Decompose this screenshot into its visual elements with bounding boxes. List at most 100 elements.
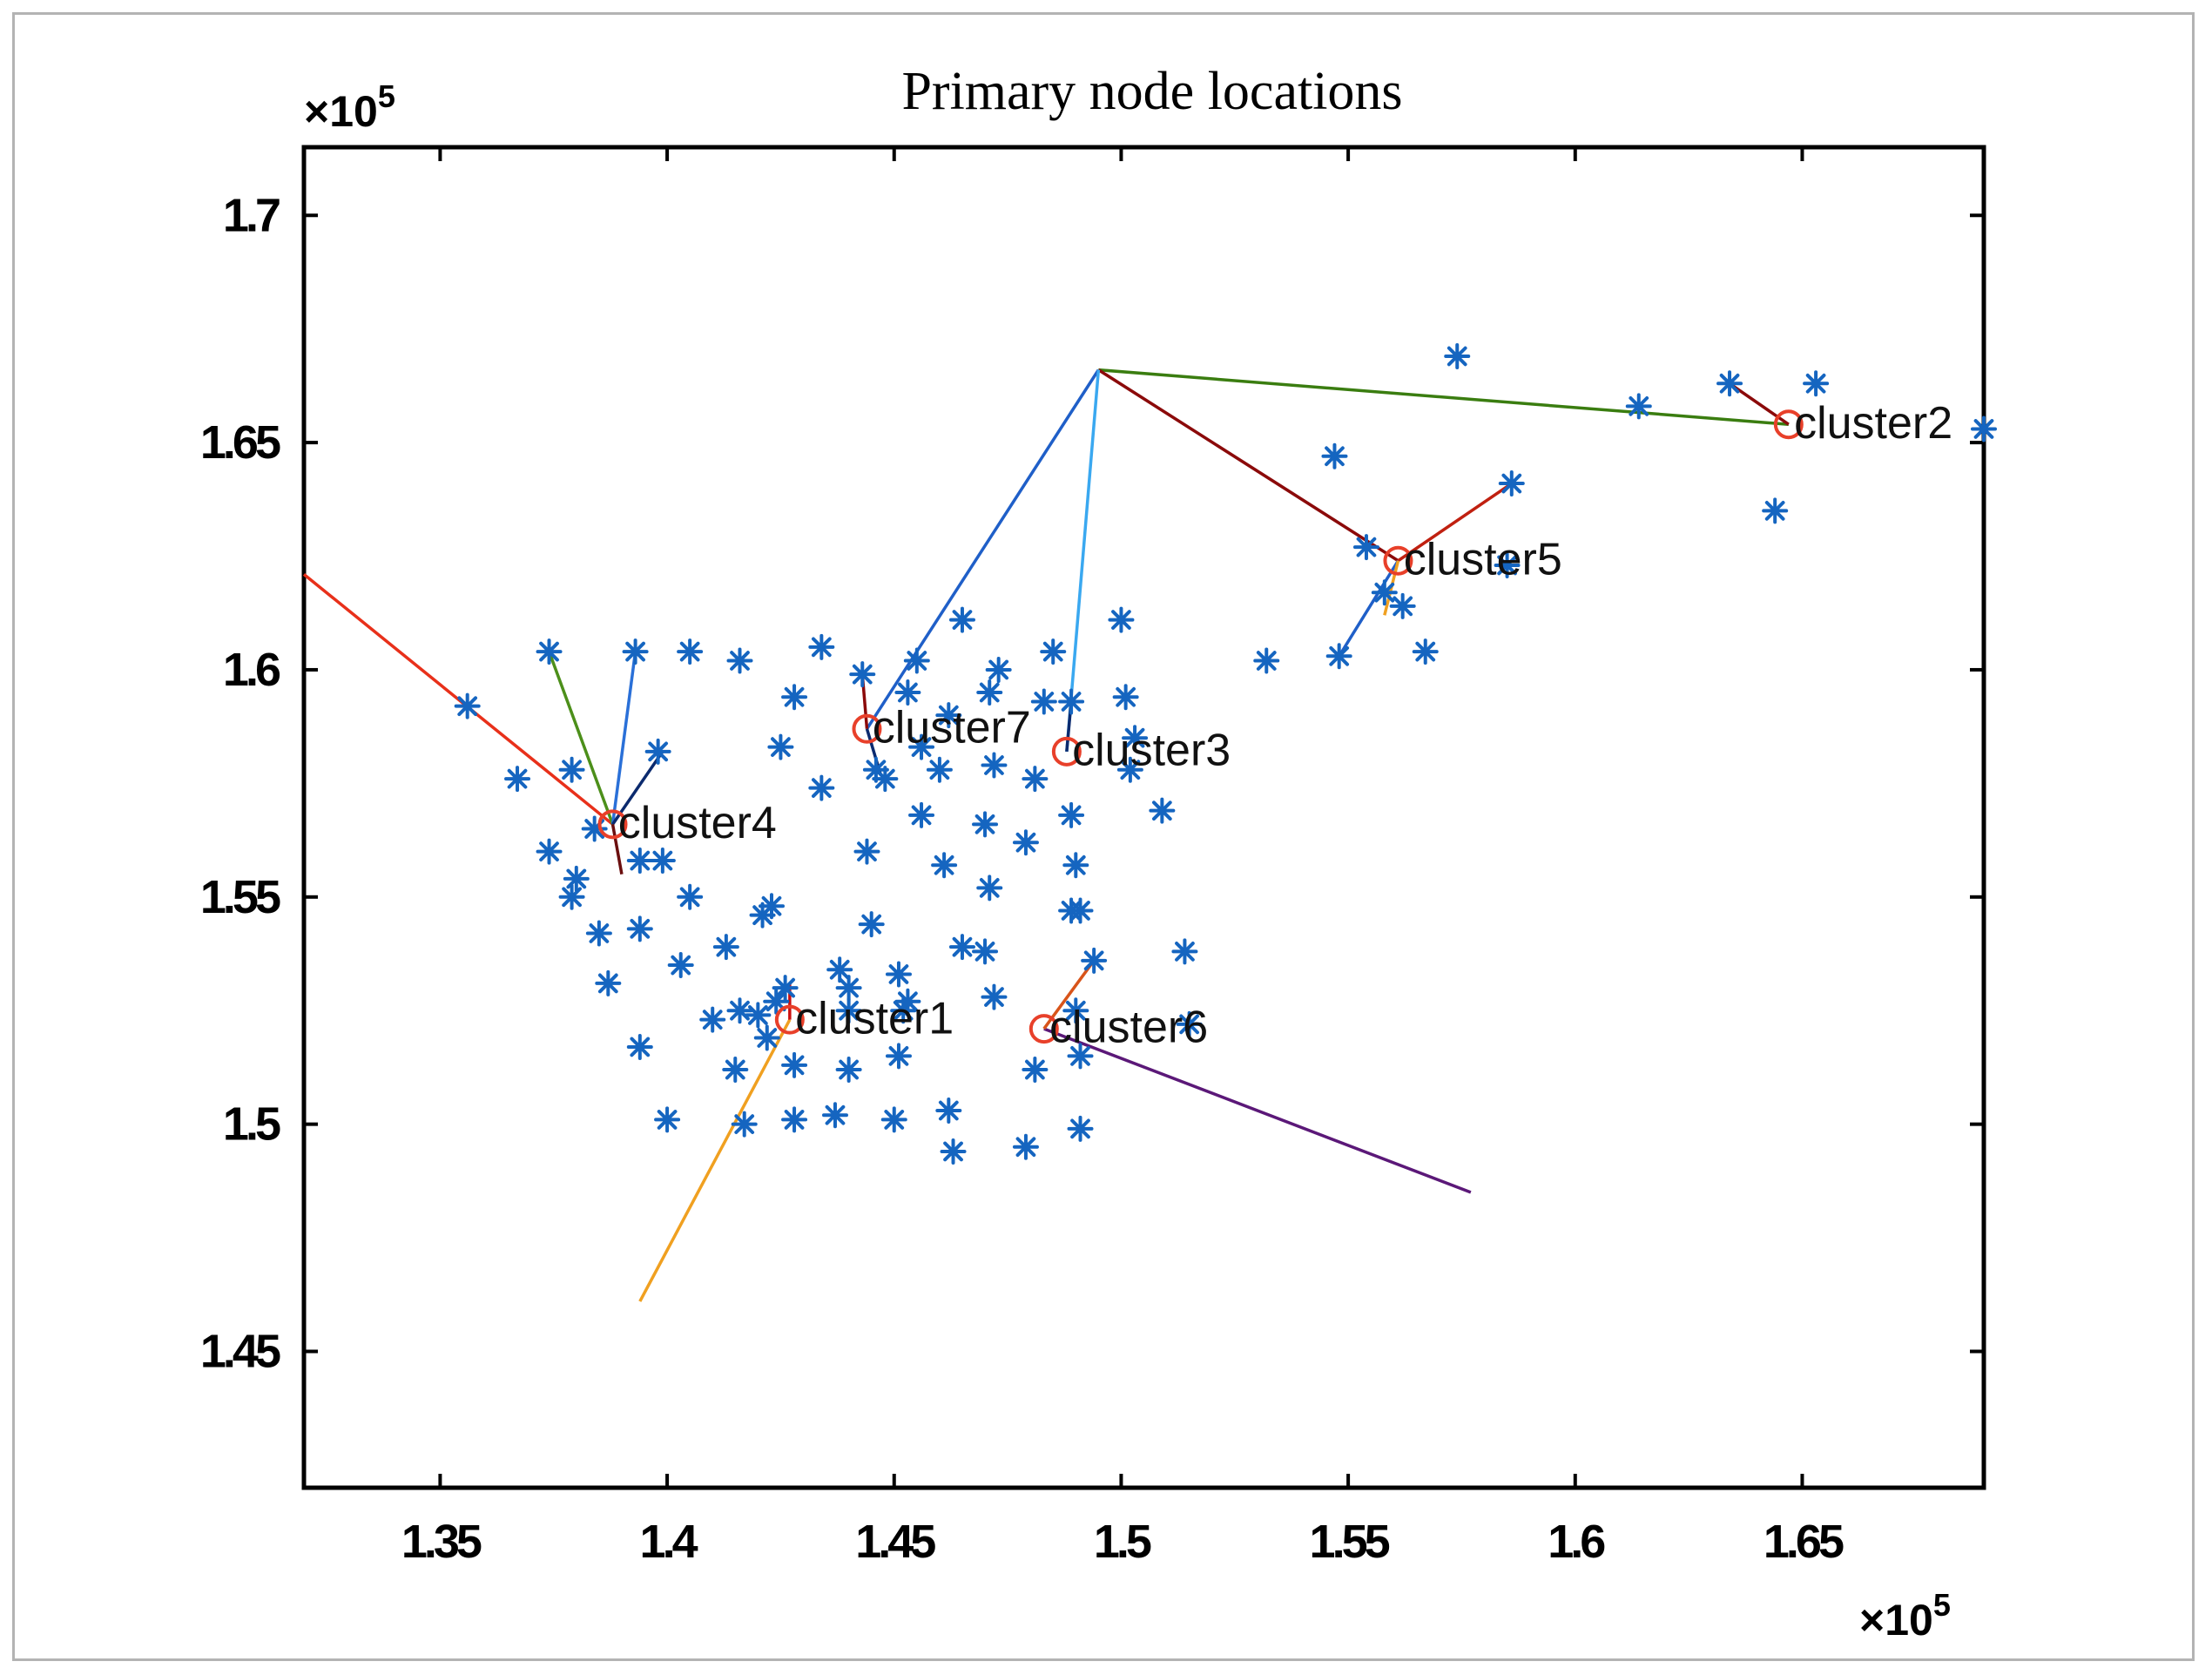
cluster-label: cluster2 — [1794, 398, 1952, 449]
sensor-node — [1253, 647, 1280, 674]
cluster-link — [1043, 1027, 1472, 1194]
sensor-node — [1716, 370, 1743, 397]
sensor-node — [585, 920, 612, 947]
sensor-node — [558, 756, 585, 783]
sensor-node — [1494, 551, 1521, 578]
sensor-node — [972, 938, 999, 965]
cluster-link — [1098, 368, 1789, 426]
sensor-node — [940, 1138, 967, 1165]
sensor-node — [1040, 638, 1067, 665]
y-multiplier-exponent: 5 — [378, 78, 395, 114]
sensor-node — [1012, 1133, 1039, 1160]
cluster-label: cluster3 — [1072, 726, 1231, 776]
sensor-nodes — [454, 342, 1997, 1165]
cluster-label: cluster4 — [618, 798, 777, 848]
sensor-node — [712, 934, 739, 961]
sensor-node — [853, 838, 880, 865]
sensor-node — [677, 638, 704, 665]
y-tick-label: 1.55 — [200, 871, 280, 923]
sensor-node — [821, 1102, 848, 1129]
sensor-node — [1325, 643, 1352, 670]
sensor-node — [1067, 897, 1094, 924]
axes-box — [301, 145, 1986, 1490]
sensor-node — [931, 852, 958, 879]
cluster-link — [866, 368, 1100, 730]
sensor-node — [1122, 725, 1149, 752]
sensor-node — [454, 692, 481, 719]
cluster-head-marker — [1773, 409, 1804, 440]
sensor-node — [763, 988, 790, 1015]
sensor-node — [1149, 797, 1176, 824]
sensor-node — [581, 815, 608, 842]
cluster-head-marker — [597, 809, 628, 840]
sensor-node — [885, 1043, 912, 1070]
sensor-node — [1625, 393, 1652, 420]
sensor-node — [1371, 579, 1398, 606]
sensor-node — [1112, 684, 1139, 711]
sensor-node — [908, 733, 935, 760]
sensor-node — [872, 766, 899, 793]
sensor-node — [1067, 1115, 1094, 1142]
y-tick-label: 1.6 — [223, 644, 280, 696]
x-tick-label: 1.35 — [401, 1516, 482, 1568]
cluster-link — [1729, 382, 1790, 426]
sensor-node — [976, 679, 1003, 706]
sensor-node — [745, 1002, 772, 1029]
sensor-node — [948, 934, 975, 961]
sensor-node — [1022, 1057, 1049, 1084]
sensor-node — [622, 638, 649, 665]
sensor-node — [903, 647, 930, 674]
sensor-node — [781, 1051, 808, 1078]
cluster-link — [1397, 482, 1513, 563]
x-tick-label: 1.4 — [640, 1516, 698, 1568]
sensor-node — [563, 865, 590, 892]
x-tick-label: 1.5 — [1094, 1516, 1151, 1568]
sensor-node — [626, 1033, 653, 1060]
sensor-node — [781, 1106, 808, 1133]
sensor-node — [1062, 852, 1089, 879]
chart-title: Primary node locations — [901, 62, 1402, 121]
sensor-node — [758, 893, 785, 920]
sensor-node — [1116, 756, 1143, 783]
sensor-node — [880, 1106, 907, 1133]
sensor-node — [1498, 470, 1525, 497]
cluster-head-marker — [1028, 1014, 1059, 1044]
sensor-node — [1058, 688, 1085, 715]
sensor-node — [753, 1024, 780, 1051]
sensor-node — [1081, 947, 1108, 974]
sensor-node — [885, 961, 912, 988]
cluster-links — [302, 368, 1790, 1302]
sensor-node — [699, 1006, 726, 1033]
sensor-node — [1171, 938, 1198, 965]
sensor-node — [1444, 342, 1471, 369]
x-multiplier: ×105 — [1859, 1587, 1951, 1645]
cluster-link — [1338, 559, 1399, 658]
sensor-node — [835, 997, 862, 1024]
sensor-node — [826, 956, 853, 983]
sensor-node — [985, 656, 1012, 683]
cluster-heads: cluster1 cluster2 cluster3 cluster4 cluster5… — [597, 398, 1952, 1053]
x-tick-label: 1.6 — [1548, 1516, 1605, 1568]
sensor-node — [536, 838, 563, 865]
cluster-label: cluster1 — [795, 993, 954, 1043]
x-tick-label: 1.55 — [1310, 1516, 1390, 1568]
sensor-node — [722, 1057, 749, 1084]
sensor-node — [908, 801, 935, 828]
sensor-node — [626, 915, 653, 942]
sensor-node — [935, 702, 962, 729]
sensor-node — [835, 975, 862, 1002]
sensor-node — [731, 1111, 758, 1138]
sensor-node — [644, 738, 671, 765]
cluster-link — [1097, 368, 1399, 563]
x-multiplier-prefix: ×10 — [1859, 1596, 1933, 1645]
cluster-head-marker — [1383, 545, 1413, 576]
sensor-node — [849, 661, 876, 688]
sensor-node — [1012, 829, 1039, 856]
y-tick-label: 1.65 — [200, 416, 280, 469]
sensor-node — [1067, 1043, 1094, 1070]
sensor-node — [808, 774, 835, 801]
cluster-head-marker — [852, 713, 882, 744]
sensor-node — [1412, 638, 1439, 665]
sensor-node — [726, 647, 753, 674]
sensor-node — [595, 969, 622, 996]
